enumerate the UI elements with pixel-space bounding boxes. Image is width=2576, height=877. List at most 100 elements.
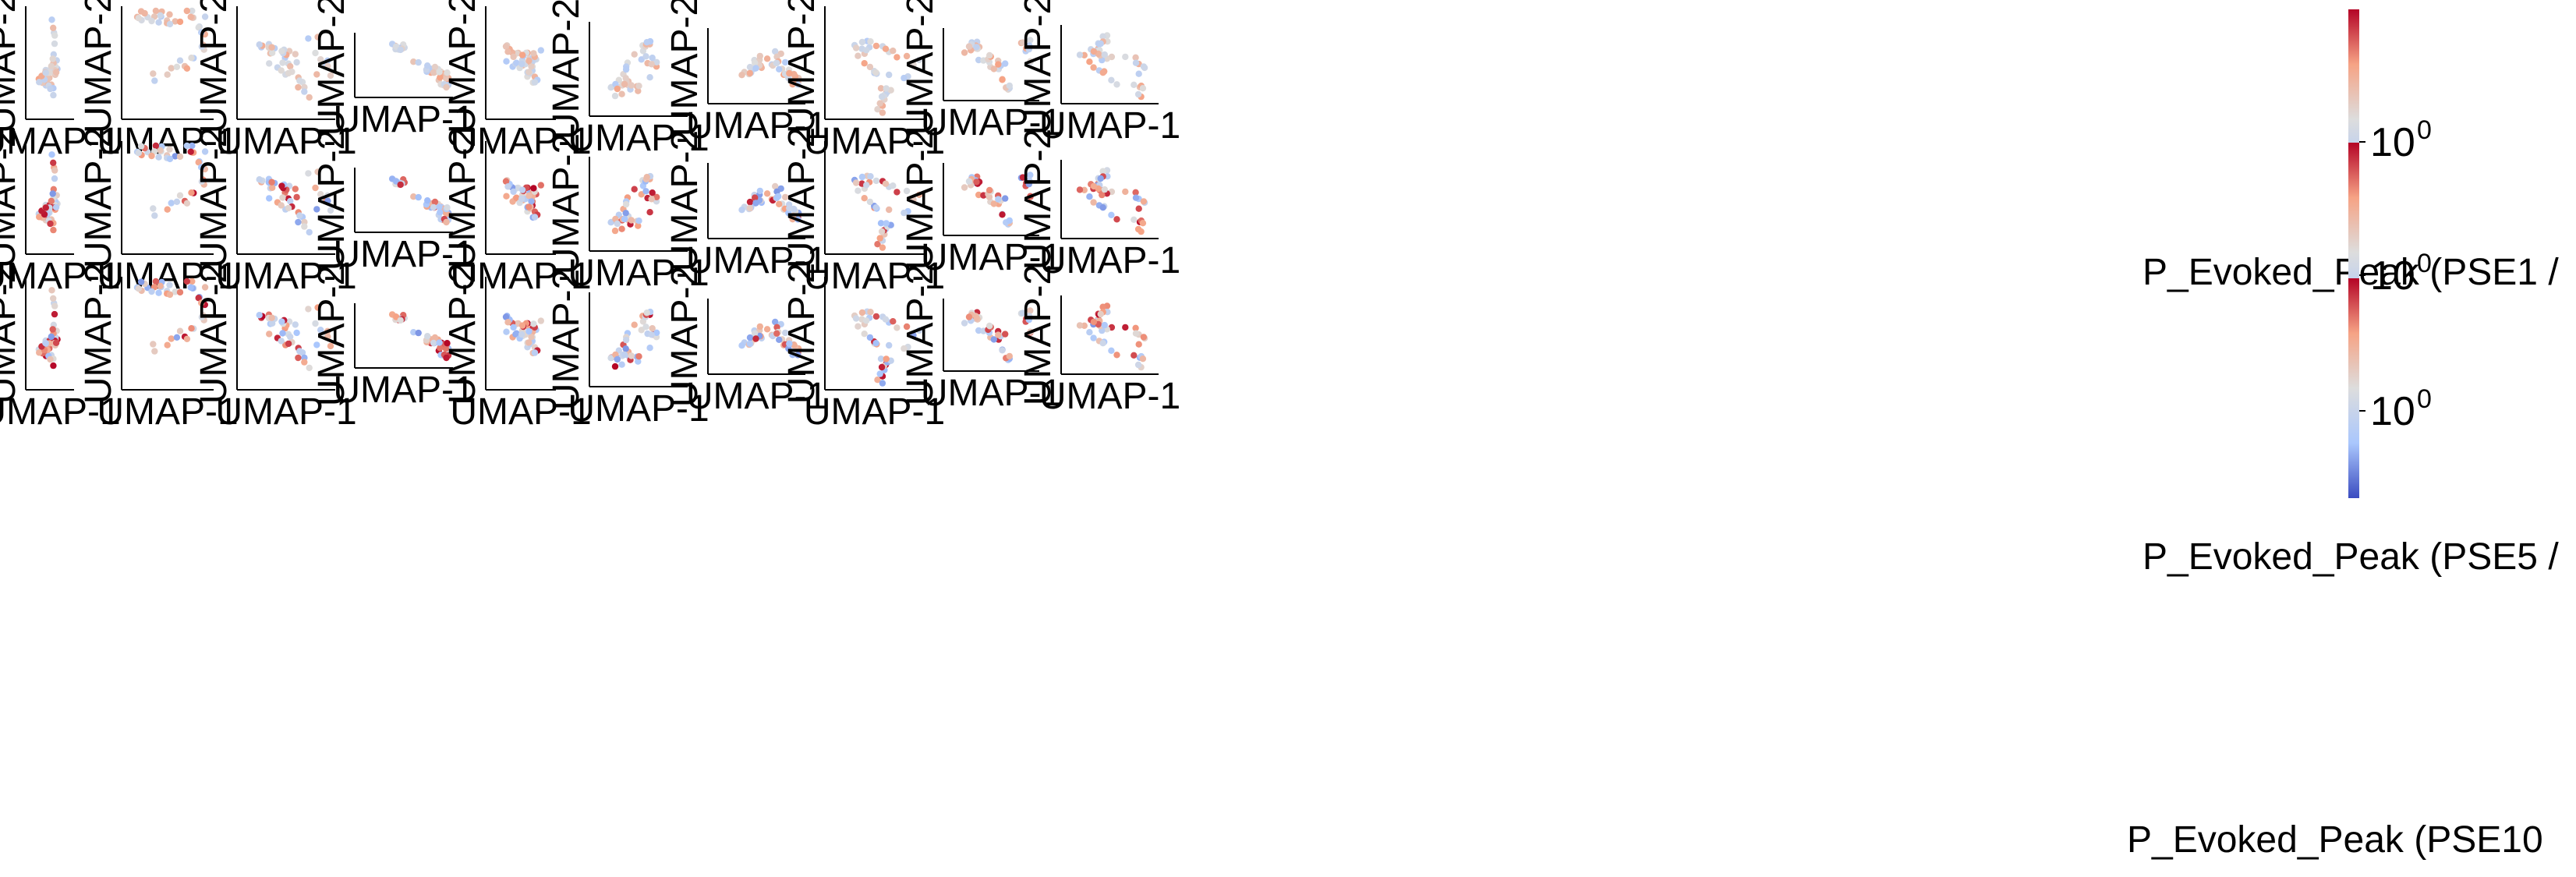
- data-point: [168, 335, 175, 342]
- data-point: [415, 329, 422, 337]
- data-point: [1139, 355, 1147, 362]
- data-point: [195, 295, 202, 302]
- data-point: [973, 179, 980, 186]
- data-point: [990, 65, 998, 72]
- data-point: [882, 180, 890, 187]
- data-point: [855, 323, 862, 330]
- data-point: [782, 58, 789, 66]
- data-point: [901, 74, 908, 82]
- data-point: [525, 192, 533, 200]
- x-axis-label: UMAP-1: [921, 102, 1062, 143]
- data-point: [266, 60, 273, 67]
- data-point: [995, 61, 1002, 68]
- data-point: [1132, 59, 1140, 66]
- data-point: [1140, 63, 1148, 70]
- data-point: [269, 184, 276, 191]
- data-point: [1108, 76, 1115, 84]
- data-point: [1090, 48, 1098, 55]
- data-point: [317, 191, 324, 198]
- data-point: [1113, 352, 1120, 359]
- data-point: [790, 212, 797, 220]
- y-axis-label: UMAP-2: [781, 0, 823, 133]
- data-point: [1101, 321, 1109, 329]
- data-point: [47, 220, 54, 228]
- data-point: [189, 7, 196, 15]
- data-point: [752, 194, 759, 201]
- data-point: [877, 355, 885, 362]
- data-point: [518, 51, 526, 58]
- data-point: [773, 59, 780, 67]
- data-point: [327, 342, 334, 350]
- y-axis-label: UMAP-2: [546, 133, 587, 274]
- data-point: [756, 323, 763, 331]
- data-point: [285, 69, 292, 77]
- data-point: [1019, 174, 1027, 181]
- data-point: [504, 48, 511, 55]
- data-point: [746, 198, 754, 206]
- data-point: [622, 345, 629, 352]
- data-point: [1122, 188, 1129, 196]
- data-point: [614, 355, 621, 363]
- data-point: [537, 317, 544, 324]
- data-point: [1076, 51, 1084, 58]
- data-point: [886, 206, 893, 214]
- data-point: [424, 333, 431, 340]
- y-axis-label: UMAP-2: [546, 0, 587, 140]
- data-point: [295, 83, 302, 91]
- data-point: [176, 288, 184, 296]
- data-point: [995, 196, 1002, 203]
- data-point: [198, 313, 205, 320]
- data-point: [293, 58, 300, 66]
- data-point: [872, 177, 880, 185]
- y-axis-label: UMAP-2: [193, 0, 235, 133]
- data-point: [504, 183, 511, 190]
- x-axis-label: UMAP-1: [97, 391, 238, 433]
- data-point: [195, 24, 202, 31]
- data-point: [1086, 58, 1093, 65]
- data-point: [794, 81, 801, 88]
- data-point: [607, 219, 614, 226]
- data-point: [537, 47, 544, 54]
- data-point: [965, 313, 973, 320]
- data-point: [649, 55, 656, 62]
- data-point: [201, 148, 209, 155]
- y-axis-label: UMAP-2: [664, 130, 706, 271]
- data-point: [176, 192, 184, 199]
- data-point: [607, 84, 614, 91]
- data-point: [858, 38, 866, 46]
- data-point: [49, 295, 57, 302]
- data-point: [621, 80, 628, 88]
- data-point: [444, 69, 451, 76]
- data-point: [1027, 307, 1034, 314]
- data-point: [1006, 217, 1014, 225]
- data-point: [436, 339, 443, 346]
- data-point: [618, 225, 625, 232]
- data-point: [150, 70, 157, 77]
- data-point: [863, 182, 870, 189]
- x-axis-label: UMAP-1: [450, 256, 591, 297]
- data-point: [293, 329, 300, 337]
- data-point: [51, 40, 58, 48]
- data-point: [444, 204, 451, 211]
- data-point: [893, 189, 901, 196]
- data-point: [621, 215, 628, 223]
- y-axis-label: UMAP-2: [664, 0, 706, 136]
- data-point: [49, 159, 57, 166]
- data-point: [268, 314, 275, 321]
- data-point: [866, 334, 874, 341]
- data-point: [152, 278, 160, 285]
- data-point: [1132, 189, 1139, 196]
- data-point: [990, 200, 998, 207]
- data-point: [915, 191, 923, 199]
- data-point: [776, 65, 783, 73]
- data-point: [990, 336, 998, 343]
- data-point: [901, 209, 908, 217]
- data-point: [410, 329, 417, 336]
- data-point: [628, 352, 635, 359]
- data-point: [614, 85, 621, 93]
- data-point: [1122, 53, 1129, 61]
